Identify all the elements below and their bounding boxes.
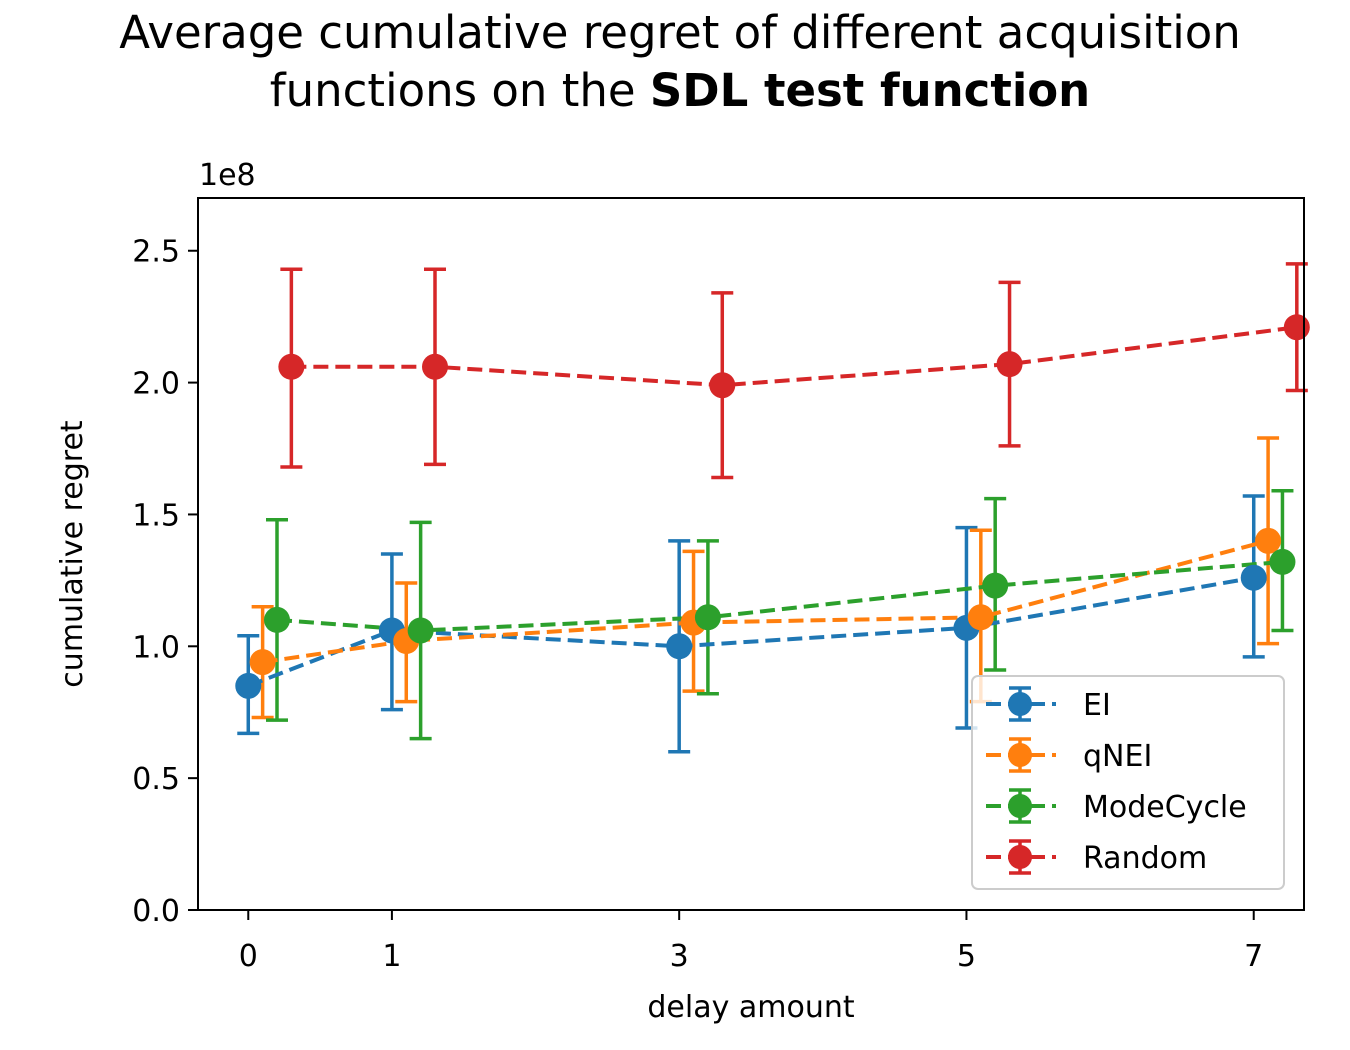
legend-label-random: Random <box>1083 841 1207 876</box>
marker-ei-0 <box>235 672 262 699</box>
markers-layer <box>235 314 1310 699</box>
x-axis-label: delay amount <box>647 990 854 1025</box>
y-tick-label-0.0: 0.0 <box>132 894 180 929</box>
chart-title-line2-bold: SDL test function <box>649 64 1091 117</box>
marker-random-0 <box>278 353 305 380</box>
marker-modecycle-4 <box>1269 548 1296 575</box>
legend-label-modecycle: ModeCycle <box>1083 790 1247 825</box>
legend-item-modecycle: ModeCycle <box>986 788 1247 825</box>
legend-marker-ei <box>1008 692 1032 716</box>
marker-random-3 <box>996 351 1023 378</box>
legend-marker-modecycle <box>1008 794 1032 818</box>
marker-random-2 <box>709 372 736 399</box>
x-tick-label-5: 5 <box>957 939 976 974</box>
y-tick-label-2.0: 2.0 <box>132 367 180 402</box>
marker-modecycle-2 <box>694 604 721 631</box>
legend-marker-qnei <box>1008 743 1032 767</box>
marker-random-4 <box>1283 314 1310 341</box>
legend-label-qnei: qNEI <box>1083 739 1152 774</box>
marker-qnei-4 <box>1255 527 1282 554</box>
legend-item-random: Random <box>986 839 1207 876</box>
marker-ei-4 <box>1240 564 1267 591</box>
y-axis-ticks: 0.0 0.5 1.0 1.5 2.0 2.5 <box>132 235 198 929</box>
marker-qnei-0 <box>249 649 276 676</box>
chart-title-line2: functions on the SDL test function <box>0 62 1350 120</box>
y-tick-label-1.0: 1.0 <box>132 630 180 665</box>
marker-qnei-3 <box>967 604 994 631</box>
x-axis-ticks: 0 1 3 5 7 <box>239 910 1263 974</box>
marker-modecycle-3 <box>982 572 1009 599</box>
marker-ei-2 <box>666 633 693 660</box>
x-tick-label-1: 1 <box>382 939 401 974</box>
series-line-qnei <box>262 538 1269 665</box>
legend-item-ei: EI <box>986 686 1111 723</box>
x-tick-label-7: 7 <box>1244 939 1263 974</box>
legend-box <box>971 675 1285 890</box>
marker-random-1 <box>422 353 448 380</box>
y-tick-label-0.5: 0.5 <box>132 762 180 797</box>
y-axis-label: cumulative regret <box>55 420 90 688</box>
y-scale-label: 1e8 <box>199 158 256 193</box>
legend-label-ei: EI <box>1083 688 1111 723</box>
marker-modecycle-1 <box>407 617 434 644</box>
y-tick-label-1.5: 1.5 <box>132 498 180 533</box>
chart-title-line1: Average cumulative regret of different a… <box>119 6 1241 59</box>
x-tick-label-0: 0 <box>239 939 258 974</box>
legend: EI qNEI ModeCycle Random <box>971 675 1285 890</box>
plot-frame <box>197 197 1305 911</box>
chart-title: Average cumulative regret of different a… <box>0 4 1350 120</box>
y-tick-label-2.5: 2.5 <box>132 235 180 270</box>
x-tick-label-3: 3 <box>670 939 689 974</box>
marker-modecycle-0 <box>264 606 290 633</box>
legend-item-qnei: qNEI <box>986 737 1152 774</box>
legend-marker-random <box>1008 845 1032 869</box>
chart-title-line2-prefix: functions on the <box>269 64 650 117</box>
